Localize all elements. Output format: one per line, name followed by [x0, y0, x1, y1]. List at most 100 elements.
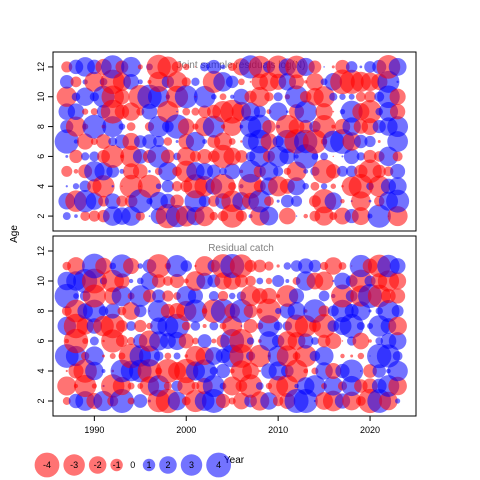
residual-bubble: [387, 116, 409, 137]
residual-bubble: [196, 272, 213, 290]
residual-bubble: [96, 134, 111, 149]
residual-bubble: [228, 292, 236, 300]
residual-bubble: [112, 376, 132, 396]
residual-bubble: [194, 66, 197, 68]
residual-bubble: [137, 263, 144, 269]
residual-bubble: [289, 74, 305, 90]
residual-bubble: [287, 302, 306, 320]
residual-bubble: [256, 277, 264, 285]
residual-bubble: [132, 164, 148, 179]
residual-bubble: [249, 86, 270, 107]
residual-bubble: [331, 65, 335, 69]
residual-bubble: [388, 177, 407, 196]
residual-bubble: [273, 321, 283, 331]
legend-bubble: [180, 454, 203, 476]
residual-bubble: [342, 391, 362, 411]
residual-bubble: [298, 258, 314, 274]
residual-bubble: [308, 259, 322, 273]
legend-bubble: [159, 456, 177, 474]
residual-bubble: [314, 271, 334, 291]
residual-bubble: [142, 134, 157, 149]
legend-label: 1: [147, 460, 152, 470]
residual-bubble: [286, 110, 289, 113]
residual-bubble: [334, 272, 351, 290]
legend-bubble: [206, 452, 232, 478]
residual-bubble: [352, 332, 370, 350]
residual-bubble: [157, 56, 179, 78]
residual-bubble: [340, 353, 345, 359]
residual-bubble: [89, 151, 100, 162]
residual-bubble: [330, 183, 337, 189]
residual-bubble: [72, 183, 80, 190]
residual-bubble: [318, 305, 330, 317]
residual-bubble: [377, 140, 381, 143]
residual-bubble: [259, 331, 279, 351]
residual-bubble: [325, 332, 342, 350]
residual-bubble: [134, 304, 147, 318]
residual-bubble: [296, 57, 315, 76]
residual-bubble: [84, 346, 105, 366]
residual-bubble: [228, 182, 237, 191]
bubble-marks: [54, 54, 410, 229]
residual-bubble: [264, 261, 274, 271]
residual-bubble: [158, 161, 178, 181]
residual-bubble: [256, 298, 282, 324]
residual-bubble: [331, 124, 336, 129]
residual-bubble: [73, 169, 79, 174]
residual-bubble: [137, 64, 143, 70]
residual-bubble: [175, 140, 179, 143]
residual-bubble: [82, 338, 89, 344]
residual-bubble: [169, 273, 185, 289]
residual-bubble: [65, 185, 68, 188]
y-tick-label: 10: [36, 276, 46, 286]
residual-bubble: [187, 288, 203, 304]
residual-bubble: [253, 105, 266, 118]
residual-bubble: [260, 392, 278, 410]
residual-bubble: [100, 313, 125, 339]
residual-bubble: [73, 293, 79, 299]
residual-bubble: [90, 108, 98, 116]
residual-bubble: [191, 107, 200, 116]
residual-bubble: [114, 89, 130, 105]
residual-bubble: [306, 73, 324, 91]
residual-bubble: [222, 376, 242, 396]
residual-bubble: [215, 393, 231, 409]
legend-label: -2: [94, 460, 102, 470]
residual-bubble: [258, 369, 262, 373]
residual-bubble: [246, 337, 255, 345]
residual-bubble: [311, 153, 319, 160]
y-axis: 2 4 6 8 10 12: [36, 246, 54, 404]
residual-bubble: [59, 75, 74, 89]
residual-bubble: [183, 299, 207, 323]
residual-bubble: [248, 189, 272, 213]
residual-bubble: [260, 287, 278, 305]
residual-bubble: [320, 183, 328, 190]
residual-bubble: [91, 383, 97, 389]
residual-bubble: [396, 80, 399, 84]
residual-bubble: [197, 334, 212, 348]
residual-bubble: [283, 262, 292, 270]
residual-bubble: [155, 183, 162, 190]
residual-bubble: [198, 195, 211, 207]
residual-bubble: [122, 302, 140, 320]
residual-bubble: [273, 166, 284, 177]
residual-bubble: [202, 323, 207, 329]
residual-bubble: [308, 60, 322, 74]
residual-bubble: [178, 118, 195, 135]
panel-title: Residual catch: [208, 243, 274, 254]
residual-bubble: [163, 381, 172, 391]
residual-bubble: [209, 211, 219, 221]
residual-bubble: [209, 366, 218, 376]
residual-bubble: [264, 92, 274, 102]
residual-bubble: [249, 80, 252, 83]
y-tick-label: 8: [36, 308, 46, 313]
residual-bubble: [109, 353, 116, 359]
residual-bubble: [386, 189, 410, 213]
legend-label: 4: [216, 460, 221, 470]
residual-bubble: [202, 374, 225, 398]
residual-bubble: [288, 288, 305, 304]
residual-bubble: [234, 274, 248, 288]
residual-bubble: [243, 319, 258, 333]
residual-bubble: [326, 164, 341, 179]
panel-residual-catch: Residual catch 2 4 6 8 10 12 1990 2000 2010 2020: [36, 235, 417, 435]
